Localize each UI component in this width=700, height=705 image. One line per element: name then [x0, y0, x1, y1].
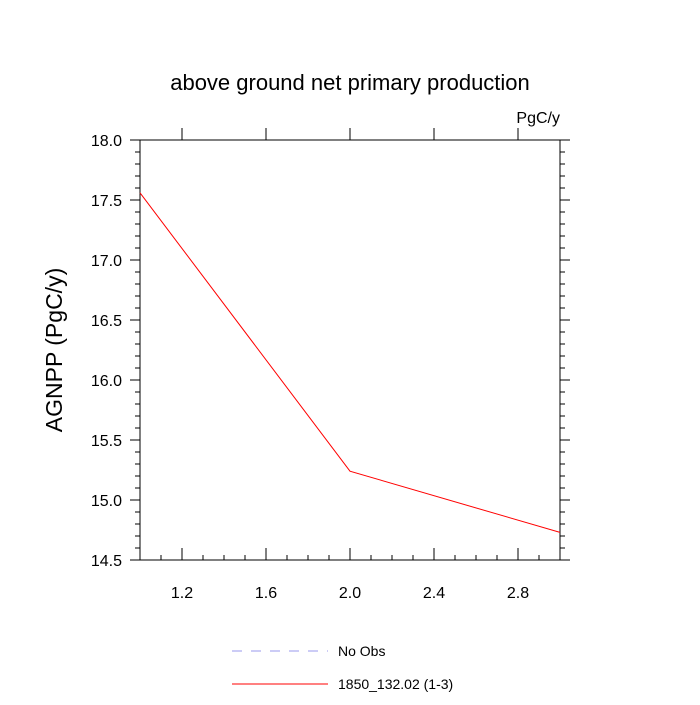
y-tick-label: 17.0 [91, 253, 122, 270]
x-tick-label: 2.8 [507, 585, 529, 602]
y-axis-label: AGNPP (PgC/y) [41, 268, 67, 432]
legend: No Obs 1850_132.02 (1-3) [232, 643, 453, 692]
x-tick-label: 2.4 [423, 585, 445, 602]
y-tick-label: 18.0 [91, 133, 122, 150]
y-tick-label: 14.5 [91, 553, 122, 570]
plot-frame [139, 139, 561, 561]
y-tick-label: 16.0 [91, 373, 122, 390]
y-tick-label: 16.5 [91, 313, 122, 330]
legend-label-0: No Obs [338, 643, 385, 659]
series-layer [139, 192, 561, 533]
y-tick-label: 15.5 [91, 433, 122, 450]
units-label: PgC/y [516, 110, 560, 127]
x-tick-label: 2.0 [339, 585, 361, 602]
ticks-layer: 1.2 1.6 2.0 2.4 2.8 14.5 15.0 15.5 16.0 16.5 17.0 1… [91, 128, 570, 602]
x-tick-label: 1.2 [171, 585, 193, 602]
chart-title: above ground net primary production [170, 70, 530, 95]
y-tick-label: 15.0 [91, 493, 122, 510]
series-line-1 [139, 192, 561, 533]
legend-label-1: 1850_132.02 (1-3) [338, 676, 453, 692]
x-tick-label: 1.6 [255, 585, 277, 602]
y-tick-label: 17.5 [91, 193, 122, 210]
